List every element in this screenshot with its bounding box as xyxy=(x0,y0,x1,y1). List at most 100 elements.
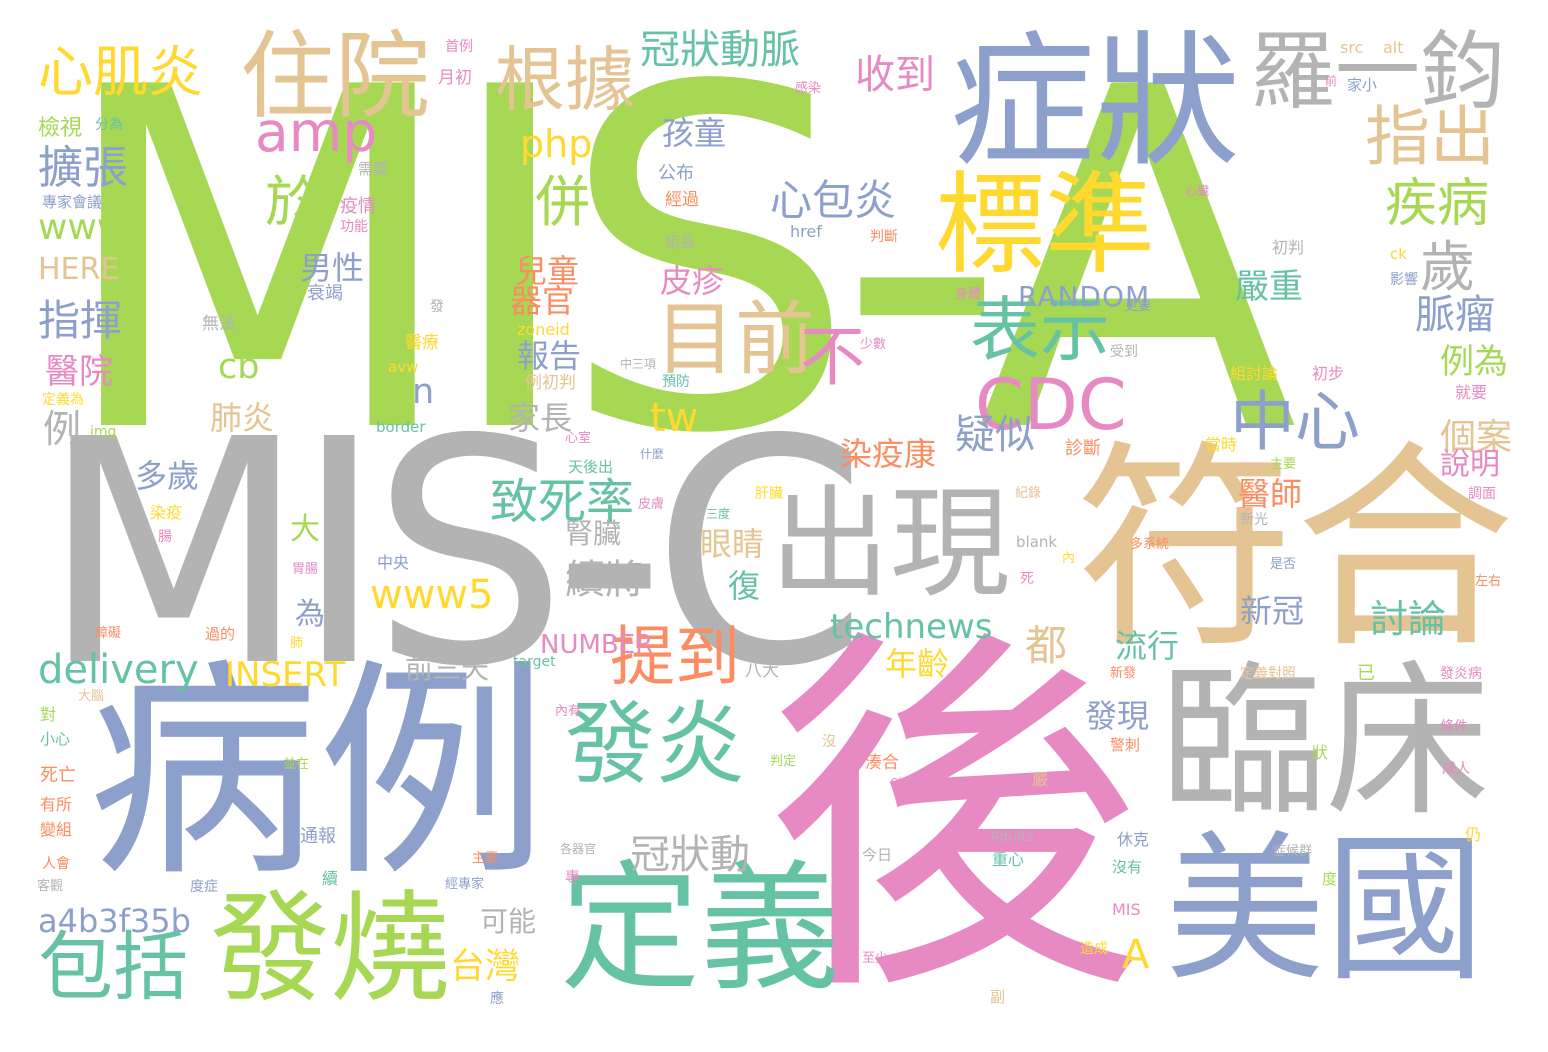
word-baogao: 報告 xyxy=(517,337,582,375)
word-taiwan: 台灣 xyxy=(450,947,521,987)
word-shenme: 什麼 xyxy=(640,447,665,461)
word-n: n xyxy=(412,372,435,412)
word-jingzhuanjia: 經專家 xyxy=(445,877,485,892)
word-luoyijun: 羅一鈞 xyxy=(1250,23,1506,122)
word-children: Children xyxy=(890,776,940,790)
word-duoxitong: 多系統 xyxy=(1130,537,1170,552)
word-cdc: CDC xyxy=(975,364,1127,446)
word-shaoshu: 少數 xyxy=(860,337,887,352)
word-siwang: 死亡 xyxy=(40,765,76,786)
word-shenti: 身體 xyxy=(955,287,982,302)
word-qiguan: 器官 xyxy=(510,282,575,320)
word-mailiu: 脈瘤 xyxy=(1415,292,1495,338)
word-zuzhang: 組長 xyxy=(665,233,696,251)
word-ranyikang: 染疫康 xyxy=(840,435,937,473)
word-fashao: 發燒 xyxy=(210,880,450,1019)
word-xinshi: 心室 xyxy=(565,431,592,446)
word-biaozhun: 標準 xyxy=(935,161,1155,289)
word-xinguan: 新冠 xyxy=(1240,592,1305,630)
word-guanzhuangdongmai: 冠狀動脈 xyxy=(640,27,800,73)
word-a: A xyxy=(1122,932,1150,978)
word-wei: 為 xyxy=(295,597,325,632)
word-meiguo: 美國 xyxy=(1165,816,1486,1003)
word-chupan: 初判 xyxy=(1272,238,1305,257)
word-keneng: 可能 xyxy=(480,905,537,938)
word-haitong: 孩童 xyxy=(662,114,727,152)
word-chang: 腸 xyxy=(158,529,172,545)
word-zhichu: 指出 xyxy=(1365,100,1496,175)
word-feiyan: 肺炎 xyxy=(210,399,275,437)
word-href: href xyxy=(790,222,822,241)
word-wufa: 無法 xyxy=(202,314,236,334)
word-zhangai: 障礙 xyxy=(95,626,122,641)
word-zhongxin: 中心 xyxy=(1230,385,1361,460)
word-xinbaoyan: 心包炎 xyxy=(770,176,897,225)
word-youer: 有所 xyxy=(40,795,73,814)
word-xujiang: 續將 xyxy=(565,557,645,603)
word-tw: tw xyxy=(650,395,699,441)
word-gongneng: 功能 xyxy=(340,219,368,235)
word-bianzu: 變組 xyxy=(40,820,73,839)
word-here: HERE xyxy=(38,252,120,287)
word-bada: 八大 xyxy=(745,661,779,681)
word-misc: MIS-C xyxy=(40,374,868,735)
word-bingzai: 並在 xyxy=(283,757,310,772)
word-dingyi: 定義 xyxy=(560,848,841,1011)
word-jianhe: 湊合 xyxy=(865,753,899,773)
word-www: www xyxy=(38,207,127,248)
word-dui: 對 xyxy=(40,705,57,724)
word-liuxing: 流行 xyxy=(1115,627,1180,665)
word-amp: amp xyxy=(255,100,378,164)
word-renhui: 人會 xyxy=(42,856,70,872)
word-meiyou: 沒有 xyxy=(1112,858,1143,876)
word-tianhouchu: 天後出 xyxy=(568,458,614,476)
word-yuechu: 月初 xyxy=(438,68,472,88)
word-lichupan: 例初判 xyxy=(525,373,576,393)
word-tongbao: 通報 xyxy=(300,826,336,847)
word-nanxing: 男性 xyxy=(300,249,365,287)
word-img: img xyxy=(90,424,117,440)
word-xu: 續 xyxy=(322,869,339,888)
word-zhengzhuang: 症狀 xyxy=(950,18,1240,187)
word-fayanbing: 發炎病 xyxy=(1440,666,1482,682)
word-avw: avw xyxy=(388,358,419,376)
word-cb: cb xyxy=(218,347,260,387)
word-ertong: 兒童 xyxy=(515,252,580,290)
word-dingyiwei: 定義為 xyxy=(42,392,84,408)
word-sandu: 三度 xyxy=(706,507,731,521)
word-zhicheng: 造成 xyxy=(1080,941,1108,957)
word-yisi: 疑似 xyxy=(955,412,1035,458)
word-xiaoxin: 小心 xyxy=(40,730,71,748)
word-yi: 已 xyxy=(1357,663,1375,684)
word-gegiguan: 各器官 xyxy=(560,842,597,856)
word-yiqing: 疫情 xyxy=(340,196,376,217)
word-weichang: 胃腸 xyxy=(292,562,319,577)
word-jingli: 警刺 xyxy=(1110,736,1141,754)
word-gengyao: 更要 xyxy=(1125,299,1152,314)
word-taolun: 討論 xyxy=(1370,597,1447,641)
word-xinguang: 新光 xyxy=(1240,512,1268,528)
word-fenwei: 分為 xyxy=(95,117,123,133)
word-zuoyou: 左右 xyxy=(1475,574,1502,589)
word-ganzang: 肝臟 xyxy=(755,486,783,502)
word-shuaijie: 衰竭 xyxy=(307,283,343,304)
word-neiyou: 內有 xyxy=(555,704,582,719)
word-fa: 發 xyxy=(430,299,444,315)
word-panduan: 判斷 xyxy=(870,229,898,245)
word-fuhe: 符合 xyxy=(1075,422,1516,678)
word-zhongxin2: 重心 xyxy=(992,850,1025,869)
word-diaomian: 調面 xyxy=(1468,486,1496,502)
word-lihwei: 例為 xyxy=(1440,342,1508,382)
word-linchuang: 臨床 xyxy=(1160,646,1490,838)
word-nianling: 年齡 xyxy=(885,645,950,683)
word-zhuan: 專 xyxy=(565,868,581,886)
word-src: src xyxy=(1340,38,1364,57)
word-zhenduan: 診斷 xyxy=(1065,438,1101,459)
word-duzheng: 度症 xyxy=(190,879,218,895)
word-border: border xyxy=(376,418,426,436)
word-fu: 復 xyxy=(728,567,761,605)
word-guanzhuangdong: 冠狀動 xyxy=(630,832,750,878)
word-a4b: a4b3f35b xyxy=(38,902,191,940)
word-shenzang: 腎臟 xyxy=(565,517,622,550)
word-jilu: 紀錄 xyxy=(1015,486,1042,501)
